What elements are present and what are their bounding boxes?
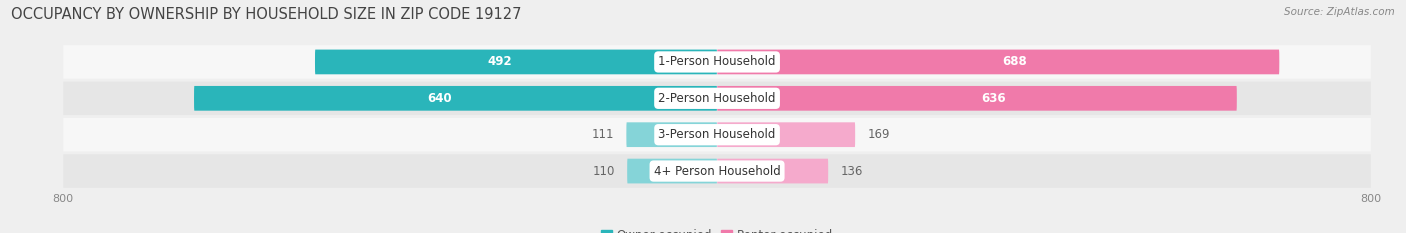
Text: 688: 688	[1002, 55, 1026, 69]
Legend: Owner-occupied, Renter-occupied: Owner-occupied, Renter-occupied	[602, 229, 832, 233]
FancyBboxPatch shape	[627, 159, 717, 183]
FancyBboxPatch shape	[194, 86, 717, 111]
FancyBboxPatch shape	[717, 86, 1237, 111]
FancyBboxPatch shape	[717, 159, 828, 183]
Text: 110: 110	[592, 164, 614, 178]
FancyBboxPatch shape	[717, 50, 1279, 74]
Text: 136: 136	[841, 164, 863, 178]
FancyBboxPatch shape	[63, 118, 1371, 151]
Text: 1-Person Household: 1-Person Household	[658, 55, 776, 69]
FancyBboxPatch shape	[717, 122, 855, 147]
Text: OCCUPANCY BY OWNERSHIP BY HOUSEHOLD SIZE IN ZIP CODE 19127: OCCUPANCY BY OWNERSHIP BY HOUSEHOLD SIZE…	[11, 7, 522, 22]
Text: 492: 492	[488, 55, 512, 69]
FancyBboxPatch shape	[63, 45, 1371, 79]
Text: 4+ Person Household: 4+ Person Household	[654, 164, 780, 178]
Text: Source: ZipAtlas.com: Source: ZipAtlas.com	[1284, 7, 1395, 17]
FancyBboxPatch shape	[315, 50, 717, 74]
FancyBboxPatch shape	[63, 154, 1371, 188]
FancyBboxPatch shape	[63, 82, 1371, 115]
Text: 640: 640	[427, 92, 451, 105]
Text: 3-Person Household: 3-Person Household	[658, 128, 776, 141]
Text: 111: 111	[592, 128, 614, 141]
FancyBboxPatch shape	[626, 122, 717, 147]
Text: 169: 169	[868, 128, 890, 141]
Text: 636: 636	[981, 92, 1005, 105]
Text: 2-Person Household: 2-Person Household	[658, 92, 776, 105]
